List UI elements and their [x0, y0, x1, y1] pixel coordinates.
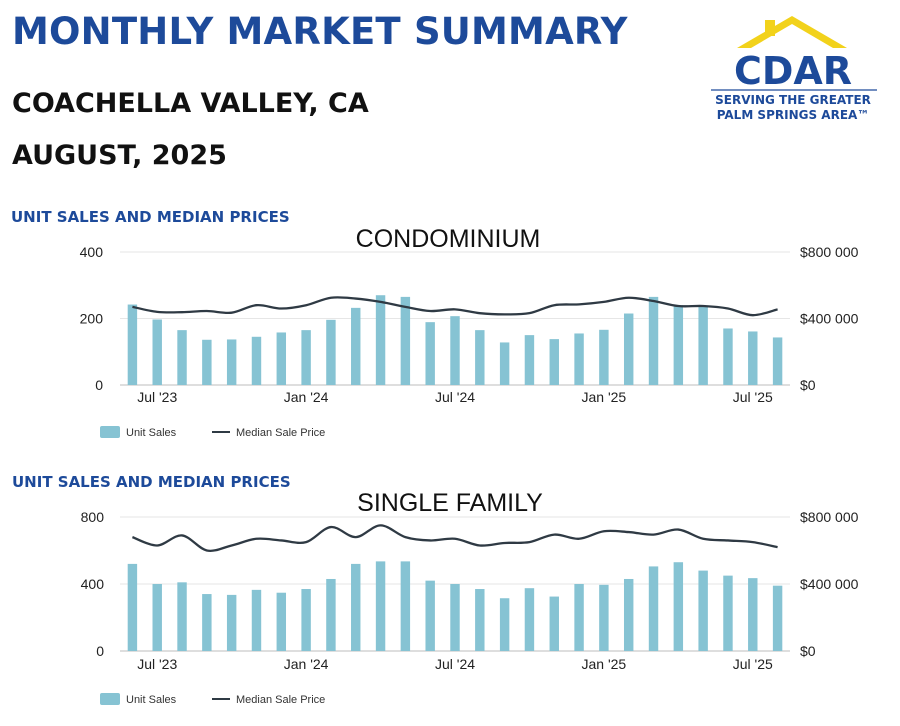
sfr-median-price-line	[131, 524, 778, 552]
sfr-unit-sales-bar	[673, 562, 684, 651]
house-roof-icon	[737, 16, 847, 48]
logo-tagline-line1: SERVING THE GREATER	[715, 93, 871, 107]
condo-unit-sales-bar	[202, 339, 212, 385]
sfr-y-left-tick-label: 400	[81, 576, 105, 592]
sfr-section-heading: UNIT SALES AND MEDIAN PRICES	[12, 473, 291, 491]
condo-unit-sales-bar	[723, 328, 733, 385]
page-title: MONTHLY MARKET SUMMARY	[12, 10, 628, 53]
sfr-x-tick-label: Jan '25	[582, 656, 627, 672]
sfr-y-left-tick-label: 800	[81, 509, 105, 525]
sfr-unit-sales-bar	[574, 584, 584, 651]
sfr-unit-sales-bar	[772, 585, 783, 651]
sfr-unit-sales-bar	[499, 598, 510, 651]
condo-unit-sales-bar	[748, 331, 758, 385]
sfr-unit-sales-bar	[723, 575, 733, 651]
condo-y-left-tick-label: 0	[95, 377, 103, 393]
condo-unit-sales-bar	[549, 339, 559, 385]
condo-unit-sales-bar	[301, 330, 311, 385]
condo-unit-sales-bar	[177, 330, 187, 385]
sfr-unit-sales-bar	[623, 578, 634, 651]
condo-unit-sales-bar	[351, 307, 361, 385]
condo-unit-sales-bar	[772, 337, 783, 385]
condo-unit-sales-bar	[326, 319, 336, 385]
sfr-unit-sales-bar	[375, 561, 386, 651]
sfr-y-left-tick-label: 0	[96, 643, 104, 659]
condo-x-tick-label: Jul '23	[137, 389, 177, 405]
sfr-x-tick-label: Jan '24	[284, 656, 329, 672]
condo-unit-sales-bar	[425, 322, 435, 385]
location-subtitle: COACHELLA VALLEY, CA	[12, 88, 369, 119]
condo-y-right-tick-label: $800 000	[800, 244, 859, 260]
sfr-chart-title: SINGLE FAMILY	[357, 489, 543, 517]
condo-section-heading: UNIT SALES AND MEDIAN PRICES	[11, 208, 290, 226]
condo-x-tick-label: Jul '25	[733, 389, 773, 405]
sfr-x-tick-label: Jul '25	[733, 656, 773, 672]
condo-unit-sales-bar	[499, 342, 510, 385]
sfr-unit-sales-bar	[202, 594, 212, 651]
condo-y-left-tick-label: 200	[80, 311, 104, 327]
condo-unit-sales-bar	[400, 296, 411, 385]
sfr-unit-sales-bar	[351, 563, 361, 651]
condo-unit-sales-bar	[524, 335, 535, 385]
condo-chart-title: CONDOMINIUM	[355, 225, 541, 253]
period-subtitle: AUGUST, 2025	[12, 140, 227, 171]
condo-x-tick-label: Jan '25	[582, 389, 627, 405]
condo-legend-label-median-price: Median Sale Price	[236, 427, 325, 439]
condo-unit-sales-bar	[599, 329, 609, 385]
sfr-unit-sales-bar	[748, 578, 758, 651]
condo-unit-sales-bar	[226, 339, 237, 385]
condo-unit-sales-bar	[276, 332, 287, 385]
sfr-unit-sales-bar	[326, 578, 336, 651]
sfr-y-right-tick-label: $400 000	[800, 576, 859, 592]
sfr-unit-sales-bar	[450, 584, 460, 651]
sfr-unit-sales-bar	[475, 589, 485, 651]
sfr-x-tick-label: Jul '23	[137, 656, 177, 672]
sfr-unit-sales-bar	[400, 561, 411, 651]
condo-median-price-line	[132, 296, 778, 317]
sfr-legend-label-unit-sales: Unit Sales	[126, 694, 177, 706]
sfr-unit-sales-bar	[152, 584, 162, 651]
sfr-unit-sales-bar	[648, 566, 659, 651]
condo-y-right-tick-label: $0	[800, 377, 816, 393]
sfr-unit-sales-bar	[698, 570, 708, 651]
sfr-unit-sales-bar	[251, 589, 262, 651]
condo-unit-sales-bar	[375, 295, 386, 385]
sfr-unit-sales-bar	[549, 596, 559, 651]
condo-unit-sales-bar	[623, 313, 634, 385]
sfr-x-tick-label: Jul '24	[435, 656, 475, 672]
condo-unit-sales-bar	[475, 330, 485, 385]
condo-unit-sales-bar	[574, 333, 584, 385]
condo-x-tick-label: Jan '24	[284, 389, 329, 405]
sfr-unit-sales-bar	[301, 589, 311, 651]
sfr-unit-sales-bar	[524, 588, 535, 651]
condo-unit-sales-bar	[698, 305, 708, 385]
condo-unit-sales-bar	[127, 304, 138, 385]
condo-unit-sales-bar	[450, 316, 460, 385]
condo-unit-sales-bar	[673, 305, 684, 385]
condo-unit-sales-bar	[152, 319, 162, 385]
sfr-unit-sales-bar	[177, 582, 187, 651]
single-family-chart: 0 $0 400 $400 000 800 $800 000 Jul '23 Jan '24 J…	[81, 509, 859, 706]
sfr-y-right-tick-label: $800 000	[800, 509, 859, 525]
sfr-y-right-tick-label: $0	[800, 643, 816, 659]
condo-y-right-tick-label: $400 000	[800, 311, 859, 327]
logo-brand-text: CDAR	[734, 49, 852, 93]
sfr-unit-sales-bar	[226, 594, 237, 651]
condo-unit-sales-bar	[251, 336, 262, 385]
cdar-logo: CDAR SERVING THE GREATER PALM SPRINGS AR…	[711, 16, 877, 122]
sfr-unit-sales-bar	[276, 592, 287, 651]
condo-legend-label-unit-sales: Unit Sales	[126, 427, 177, 439]
condo-y-left-tick-label: 400	[80, 244, 104, 260]
sfr-legend-label-median-price: Median Sale Price	[236, 694, 325, 706]
sfr-unit-sales-bar	[425, 580, 435, 651]
sfr-unit-sales-bar	[599, 584, 609, 651]
condo-legend-swatch-unit-sales	[100, 426, 120, 438]
sfr-unit-sales-bar	[127, 563, 138, 651]
condo-unit-sales-bar	[648, 296, 659, 385]
condo-x-tick-label: Jul '24	[435, 389, 475, 405]
logo-tagline-line2: PALM SPRINGS AREA™	[717, 108, 870, 122]
sfr-legend-swatch-unit-sales	[100, 693, 120, 705]
condo-chart: 0 $0 200 $400 000 400 $800 000 Jul '23 Jan '24 J…	[80, 244, 859, 439]
